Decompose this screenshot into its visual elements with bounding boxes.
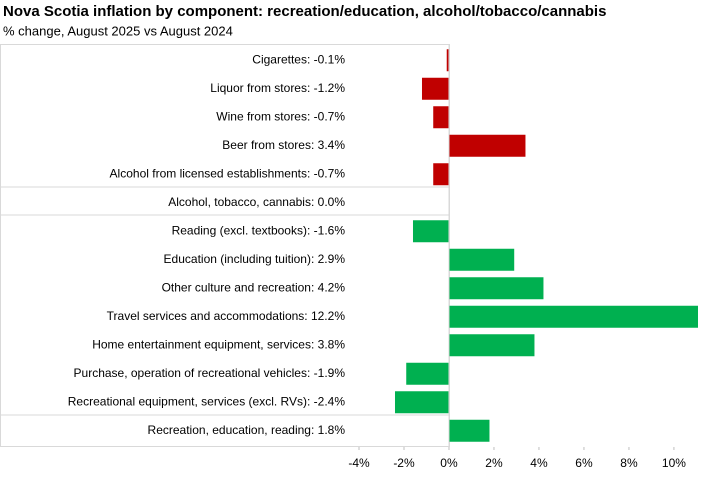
bar [421, 77, 449, 100]
category-label: Travel services and accommodations: 12.2… [107, 309, 346, 323]
x-tick-label: 0% [440, 456, 458, 470]
chart-title: Nova Scotia inflation by component: recr… [3, 3, 606, 20]
x-tick-label: 2% [485, 456, 503, 470]
bar [446, 49, 449, 72]
bar [406, 362, 449, 385]
category-label: Reading (excl. textbooks): -1.6% [172, 223, 346, 237]
category-label: Recreation, education, reading: 1.8% [148, 423, 346, 437]
x-tick-label: -4% [348, 456, 370, 470]
category-label: Recreational equipment, services (excl. … [68, 394, 346, 408]
bar [448, 334, 535, 357]
label-frame [0, 44, 450, 447]
bar [448, 134, 526, 157]
x-tick-label: 6% [575, 456, 593, 470]
chart-subtitle: % change, August 2025 vs August 2024 [3, 23, 233, 38]
bar [412, 220, 449, 243]
category-label: Education (including tuition): 2.9% [164, 252, 346, 266]
bar [448, 248, 515, 271]
bar [448, 419, 490, 442]
bar [448, 305, 698, 328]
category-label: Home entertainment equipment, services: … [92, 337, 345, 351]
bars [394, 49, 698, 442]
x-tick-label: 4% [530, 456, 548, 470]
category-label: Purchase, operation of recreational vehi… [74, 366, 346, 380]
x-tick-label: 8% [620, 456, 638, 470]
x-tick-label: 10% [662, 456, 686, 470]
category-label: Alcohol, tobacco, cannabis: 0.0% [168, 195, 345, 209]
category-label: Beer from stores: 3.4% [222, 138, 345, 152]
category-label: Other culture and recreation: 4.2% [162, 280, 346, 294]
bar [448, 277, 544, 300]
bar [394, 391, 449, 414]
category-label: Cigarettes: -0.1% [252, 52, 345, 66]
category-label: Wine from stores: -0.7% [216, 109, 345, 123]
bar [433, 106, 449, 129]
category-label: Liquor from stores: -1.2% [210, 81, 345, 95]
x-tick-label: -2% [393, 456, 415, 470]
bar [433, 163, 449, 186]
category-label: Alcohol from licensed establishments: -0… [110, 166, 346, 180]
